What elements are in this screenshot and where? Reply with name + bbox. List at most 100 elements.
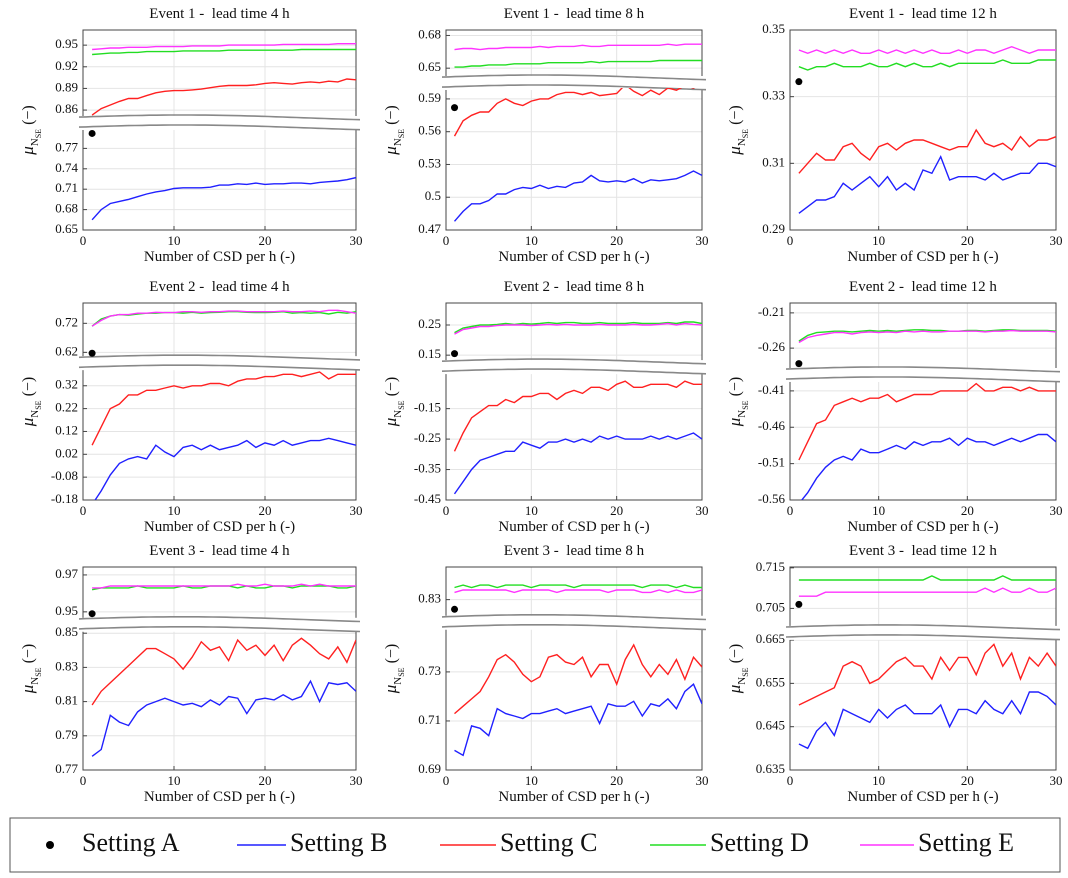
plot-area bbox=[83, 629, 356, 770]
y-tick-label: 0.89 bbox=[55, 79, 78, 94]
x-axis-label: Number of CSD per h (-) bbox=[847, 519, 998, 535]
legend-label: Setting A bbox=[82, 828, 180, 857]
y-tick-label: 0.705 bbox=[756, 599, 785, 614]
series-line bbox=[92, 583, 356, 589]
y-tick-label: 0.22 bbox=[55, 400, 78, 415]
setting-point bbox=[451, 605, 459, 613]
plot-border bbox=[789, 29, 1057, 231]
plot-area bbox=[446, 88, 702, 230]
y-axis-label-part: SE bbox=[34, 667, 43, 676]
setting-point bbox=[795, 600, 803, 608]
setting-point bbox=[451, 350, 459, 358]
x-tick-label: 20 bbox=[961, 773, 974, 788]
x-tick-label: 30 bbox=[1050, 503, 1063, 518]
axis-break bbox=[441, 358, 707, 365]
series-line bbox=[91, 371, 356, 446]
x-tick-label: 10 bbox=[872, 503, 885, 518]
y-tick-label: -0.46 bbox=[758, 418, 786, 433]
series-line bbox=[798, 382, 1056, 461]
y-axis-label: μNSE (−) bbox=[18, 644, 43, 695]
y-tick-label: 0.65 bbox=[55, 221, 78, 236]
y-axis-label-part: (−) bbox=[20, 644, 37, 664]
y-tick-label: 0.86 bbox=[55, 101, 78, 116]
x-axis-label: Number of CSD per h (-) bbox=[847, 249, 998, 265]
series-line bbox=[798, 155, 1056, 214]
y-axis-label-part: SE bbox=[741, 667, 750, 676]
x-tick-label: 20 bbox=[259, 233, 272, 248]
x-tick-label: 10 bbox=[168, 233, 181, 248]
x-tick-label: 10 bbox=[872, 773, 885, 788]
y-axis-label-part: (−) bbox=[727, 105, 744, 125]
axis-break bbox=[785, 624, 1061, 631]
x-axis-label: Number of CSD per h (-) bbox=[144, 789, 295, 805]
x-tick-label: 0 bbox=[787, 503, 794, 518]
y-tick-label: 0.25 bbox=[418, 316, 441, 331]
chart-title: Event 2 - lead time 8 h bbox=[504, 279, 645, 295]
y-tick-label: 0.47 bbox=[418, 221, 441, 236]
y-tick-label: 0.68 bbox=[418, 26, 441, 41]
y-tick-label: 0.655 bbox=[756, 674, 785, 689]
y-axis-label-part: (−) bbox=[383, 644, 400, 664]
y-tick-label: 0.32 bbox=[55, 377, 78, 392]
x-tick-label: 20 bbox=[259, 773, 272, 788]
series-line bbox=[91, 637, 356, 706]
setting-point bbox=[88, 349, 96, 357]
y-tick-label: 0.97 bbox=[55, 566, 78, 581]
y-tick-label: 0.77 bbox=[55, 761, 78, 776]
series-line bbox=[798, 587, 1056, 597]
axis-break bbox=[785, 376, 1061, 383]
x-tick-label: 10 bbox=[525, 233, 538, 248]
series-line bbox=[91, 176, 356, 221]
plot-area bbox=[83, 30, 356, 118]
series-line bbox=[798, 329, 1056, 344]
y-tick-label: 0.62 bbox=[55, 343, 78, 358]
chart-title: Event 1 - lead time 8 h bbox=[504, 6, 645, 22]
x-axis-label: Number of CSD per h (-) bbox=[144, 249, 295, 265]
y-axis-label-part: (−) bbox=[20, 105, 37, 125]
y-tick-label: -0.51 bbox=[758, 455, 785, 470]
x-tick-label: 20 bbox=[610, 773, 623, 788]
y-axis-label-part: SE bbox=[34, 129, 43, 138]
axis-break bbox=[441, 84, 707, 91]
y-axis-label-part: μ bbox=[725, 418, 744, 428]
x-axis-label: Number of CSD per h (-) bbox=[144, 519, 295, 535]
y-axis-label-part: N bbox=[392, 677, 404, 685]
y-axis-label: μNSE (−) bbox=[725, 105, 750, 156]
series-line bbox=[800, 433, 1056, 501]
y-axis-label-part: μ bbox=[381, 685, 400, 695]
plot-area bbox=[83, 567, 356, 620]
series-line bbox=[454, 589, 702, 594]
x-tick-label: 10 bbox=[525, 503, 538, 518]
x-tick-label: 20 bbox=[961, 503, 974, 518]
axis-break bbox=[78, 354, 361, 361]
axis-break bbox=[78, 124, 361, 131]
y-tick-label: 0.95 bbox=[55, 36, 78, 51]
y-tick-label: 0.72 bbox=[55, 314, 78, 329]
legend-label: Setting E bbox=[918, 828, 1014, 857]
y-tick-label: 0.85 bbox=[55, 624, 78, 639]
chart-title: Event 3 - lead time 4 h bbox=[149, 543, 290, 559]
series-line bbox=[454, 584, 702, 589]
x-tick-label: 30 bbox=[1050, 773, 1063, 788]
series-line bbox=[92, 43, 356, 51]
y-tick-label: -0.18 bbox=[51, 491, 78, 506]
chart-title: Event 1 - lead time 4 h bbox=[149, 6, 290, 22]
plot-area bbox=[83, 128, 356, 230]
y-axis-label-part: (−) bbox=[383, 105, 400, 125]
plot-area bbox=[446, 372, 702, 500]
chart-title: Event 3 - lead time 8 h bbox=[504, 543, 645, 559]
y-tick-label: 0.715 bbox=[756, 559, 785, 574]
plot-area bbox=[790, 303, 1056, 370]
series-line bbox=[798, 128, 1056, 174]
setting-point bbox=[88, 610, 96, 618]
y-axis-label-part: N bbox=[736, 138, 748, 146]
plot-area bbox=[790, 637, 1056, 770]
plot-area bbox=[83, 368, 356, 500]
y-axis-label-part: SE bbox=[397, 667, 406, 676]
y-tick-label: -0.56 bbox=[758, 491, 786, 506]
y-tick-label: 0.77 bbox=[55, 139, 78, 154]
y-axis-label-part: μ bbox=[725, 146, 744, 156]
x-tick-label: 10 bbox=[168, 773, 181, 788]
y-axis-label-part: μ bbox=[18, 418, 37, 428]
y-tick-label: -0.15 bbox=[414, 400, 441, 415]
